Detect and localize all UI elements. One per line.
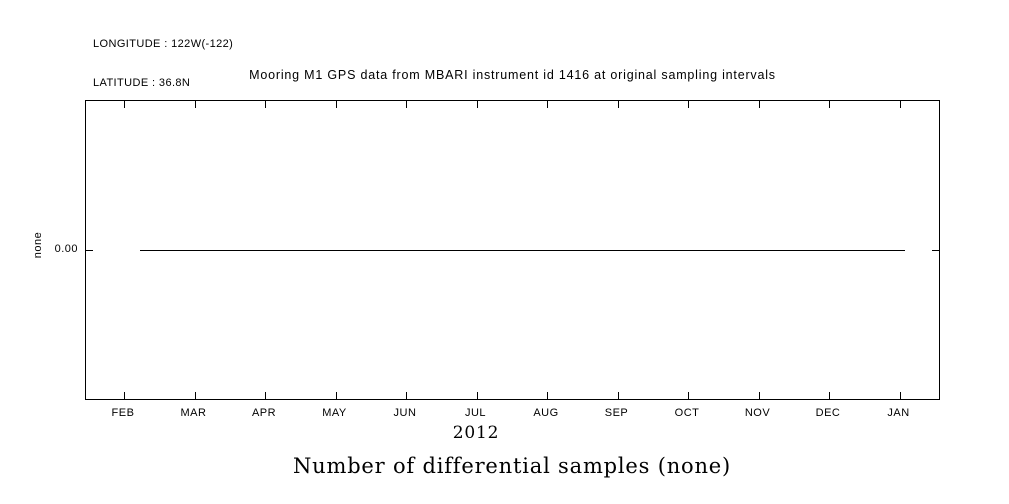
x-axis-tick-bottom	[406, 392, 407, 399]
x-axis-tick-top	[476, 101, 478, 108]
x-tick-label: MAY	[322, 407, 347, 419]
x-tick-label: MAR	[180, 407, 207, 419]
x-tick-label: JUL	[464, 407, 487, 419]
chart-caption: Number of differential samples (none)	[292, 454, 732, 478]
x-tick-label: JAN	[887, 407, 910, 419]
x-axis-tick-bottom	[758, 392, 760, 399]
x-axis-tick-bottom	[335, 392, 337, 399]
y-tick-label: 0.00	[54, 243, 78, 255]
x-axis-tick-top	[194, 101, 196, 108]
x-axis-tick-bottom	[265, 392, 266, 399]
x-tick-label: SEP	[604, 407, 629, 419]
x-axis-tick-bottom	[547, 392, 548, 399]
x-axis-tick-bottom	[688, 392, 689, 399]
x-tick-label: FEB	[111, 407, 135, 419]
x-axis-tick-top	[829, 101, 830, 108]
x-axis-tick-top	[406, 101, 407, 108]
x-axis-tick-bottom	[476, 392, 478, 399]
x-tick-label: DEC	[815, 407, 841, 419]
x-axis-tick-bottom	[899, 392, 901, 399]
x-axis-tick-top	[547, 101, 548, 108]
chart-title: Mooring M1 GPS data from MBARI instrumen…	[249, 68, 776, 82]
x-axis-tick-top	[124, 101, 125, 108]
x-tick-label: OCT	[674, 407, 700, 419]
longitude-label: LONGITUDE : 122W(-122)	[93, 38, 234, 50]
x-axis-tick-top	[265, 101, 266, 108]
x-axis-tick-top	[335, 101, 337, 108]
x-axis-tick-top	[617, 101, 619, 108]
x-tick-label: APR	[251, 407, 277, 419]
x-axis-tick-top	[899, 101, 901, 108]
x-tick-label: AUG	[533, 407, 559, 419]
y-axis-tick-left	[86, 250, 93, 251]
x-axis-tick-bottom	[829, 392, 830, 399]
x-axis-tick-bottom	[617, 392, 619, 399]
y-axis-tick-right	[932, 250, 939, 251]
x-tick-label: JUN	[393, 407, 417, 419]
latitude-label: LATITUDE : 36.8N	[93, 77, 191, 89]
x-tick-label: NOV	[744, 407, 771, 419]
x-axis-tick-top	[758, 101, 760, 108]
x-axis-year-label: 2012	[452, 423, 500, 443]
x-axis-tick-bottom	[194, 392, 196, 399]
data-line-series	[140, 250, 905, 251]
x-axis-tick-bottom	[124, 392, 125, 399]
x-axis-tick-top	[688, 101, 689, 108]
